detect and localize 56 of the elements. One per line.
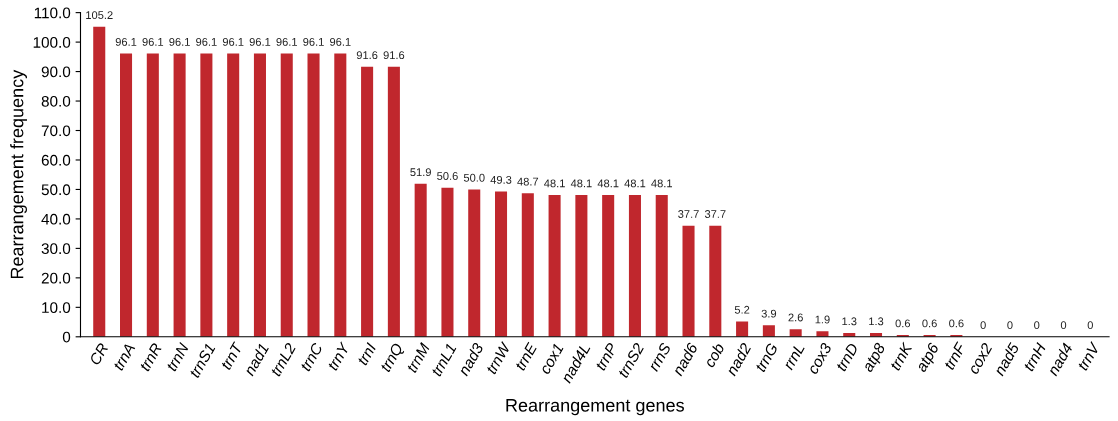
data-label: 0 bbox=[1034, 321, 1040, 330]
data-label: 96.1 bbox=[330, 37, 351, 46]
y-axis-title: Rearrangement frequency bbox=[10, 69, 27, 279]
data-label: 3.9 bbox=[761, 309, 777, 318]
y-tick-label: 20.0 bbox=[41, 272, 71, 284]
y-tick-label: 90.0 bbox=[41, 66, 71, 78]
data-label: 49.3 bbox=[490, 175, 512, 184]
data-label: 0.6 bbox=[895, 319, 911, 328]
data-label: 48.1 bbox=[544, 179, 565, 188]
data-label: 37.7 bbox=[678, 210, 699, 218]
data-label: 0.6 bbox=[949, 319, 964, 328]
y-tick-label: 70.0 bbox=[41, 125, 71, 137]
data-label: 48.1 bbox=[651, 179, 673, 188]
data-label: 5.2 bbox=[734, 305, 750, 314]
data-label: 96.1 bbox=[249, 37, 271, 46]
data-label: 50.6 bbox=[437, 172, 458, 180]
data-label: 105.2 bbox=[86, 11, 113, 20]
data-label: 96.1 bbox=[169, 37, 190, 46]
data-label: 0.6 bbox=[922, 319, 937, 328]
data-label: 37.7 bbox=[704, 210, 726, 218]
data-label: 48.1 bbox=[570, 179, 592, 188]
data-label: 96.1 bbox=[276, 37, 298, 46]
y-tick-label: 110.0 bbox=[34, 7, 71, 19]
x-tick-label: trnI bbox=[356, 342, 377, 366]
y-tick-label: 50.0 bbox=[41, 184, 71, 196]
data-label: 50.0 bbox=[463, 173, 485, 182]
y-tick-label: 30.0 bbox=[41, 243, 71, 255]
data-label: 91.6 bbox=[383, 51, 405, 60]
data-label: 96.1 bbox=[303, 37, 324, 46]
data-label: 0 bbox=[1007, 321, 1013, 330]
data-label: 1.9 bbox=[815, 315, 830, 324]
y-tick-label: 0 bbox=[62, 331, 71, 343]
y-tick-label: 10.0 bbox=[42, 302, 71, 314]
x-tick-label: cob bbox=[703, 342, 725, 369]
y-tick-label: 40.0 bbox=[41, 213, 71, 225]
data-label: 1.3 bbox=[842, 317, 857, 326]
data-label: 48.1 bbox=[624, 179, 646, 188]
y-tick-label: 80.0 bbox=[41, 95, 71, 107]
data-label: 0 bbox=[1087, 321, 1093, 330]
x-tick-label: rrnL bbox=[782, 342, 805, 371]
data-label: 0 bbox=[1060, 321, 1067, 330]
data-label: 0 bbox=[980, 321, 986, 330]
y-tick-label: 100.0 bbox=[33, 36, 71, 48]
data-label: 91.6 bbox=[356, 51, 378, 60]
x-tick-label: CR bbox=[88, 342, 109, 366]
data-label: 96.1 bbox=[222, 37, 244, 46]
data-label: 48.1 bbox=[597, 179, 619, 188]
data-label: 1.3 bbox=[869, 317, 884, 326]
data-label: 48.7 bbox=[517, 177, 539, 186]
data-label: 96.1 bbox=[115, 37, 137, 46]
x-axis-title: Rearrangement genes bbox=[506, 399, 684, 416]
data-label: 96.1 bbox=[196, 37, 217, 46]
data-label: 51.9 bbox=[410, 168, 431, 177]
data-label: 2.6 bbox=[788, 313, 803, 322]
data-label: 96.1 bbox=[142, 37, 164, 46]
y-tick-label: 60.0 bbox=[41, 154, 71, 166]
